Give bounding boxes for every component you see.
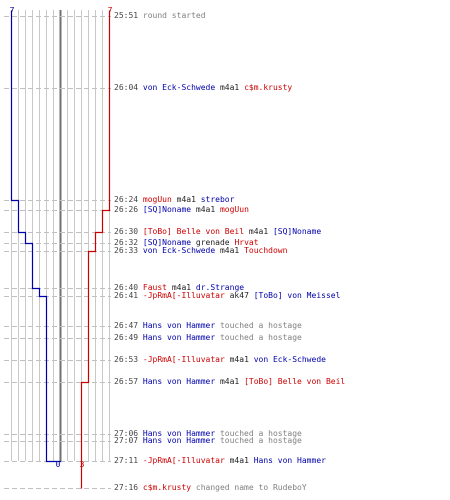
event-message: touched a hostage [215, 321, 302, 330]
event-message: touched a hostage [215, 436, 302, 445]
event-action: m4a1 [224, 456, 254, 465]
player-name: -JpRmA[-Illuvatar [142, 355, 225, 364]
red-final-score: 3 [80, 460, 85, 469]
red-score-line [80, 10, 111, 489]
red-start-score: 7 [108, 6, 113, 15]
event-time: 26:41 [114, 291, 143, 300]
event-action: m4a1 [215, 246, 245, 255]
event-row: 26:53 -JpRmA[-Illuvatar m4a1 von Eck-Sch… [114, 355, 326, 364]
player-name: [SQ]Noname [142, 205, 192, 214]
event-message: touched a hostage [215, 333, 302, 342]
event-action: grenade [191, 238, 235, 247]
player-name: c$m.krusty [142, 483, 192, 492]
event-row: 26:49 Hans von Hammer touched a hostage [114, 333, 302, 342]
blue-score-line [10, 10, 62, 463]
event-action: m4a1 [244, 227, 273, 236]
player-name: Hans von Hammer [142, 321, 216, 330]
event-time: 27:07 [114, 436, 143, 445]
event-action: m4a1 [171, 195, 201, 204]
blue-start-score: 7 [10, 6, 15, 15]
event-row: 26:33 von Eck-Schwede m4a1 Touchdown [114, 246, 287, 255]
player-name: Hans von Hammer [253, 456, 326, 465]
event-time: 26:57 [114, 377, 143, 386]
player-name: von Eck-Schwede [142, 246, 216, 255]
event-time: 27:16 [114, 483, 143, 492]
event-message: touched a hostage [215, 429, 302, 438]
event-row: 26:04 von Eck-Schwede m4a1 c$m.krusty [114, 83, 292, 92]
event-row: 26:26 [SQ]Noname m4a1 mogUun [114, 205, 249, 214]
event-time: 26:32 [114, 238, 143, 247]
event-message: round started [142, 11, 206, 20]
event-time: 26:24 [114, 195, 143, 204]
event-time: 27:06 [114, 429, 143, 438]
event-row: 27:16 c$m.krusty changed name to RudeboY [114, 483, 307, 492]
event-action: m4a1 [215, 377, 245, 386]
player-name: [SQ]Noname [142, 238, 192, 247]
event-time: 26:53 [114, 355, 143, 364]
player-name: Hrvat [234, 238, 259, 247]
player-name: Hans von Hammer [142, 429, 216, 438]
event-row: 26:47 Hans von Hammer touched a hostage [114, 321, 302, 330]
player-name: von Eck-Schwede [253, 355, 326, 364]
player-name: c$m.krusty [244, 83, 293, 92]
event-row: 26:30 [ToBo] Belle von Beil m4a1 [SQ]Non… [114, 227, 321, 236]
player-name: [ToBo] Belle von Beil [142, 227, 245, 236]
event-time: 26:04 [114, 83, 143, 92]
event-row: 27:06 Hans von Hammer touched a hostage [114, 429, 302, 438]
event-row: 26:41 -JpRmA[-Illuvatar ak47 [ToBo] von … [114, 291, 340, 300]
event-action: m4a1 [224, 355, 254, 364]
player-name: [ToBo] Belle von Beil [244, 377, 346, 386]
event-time: 27:11 [114, 456, 143, 465]
player-name: mogUun [142, 195, 172, 204]
player-name: -JpRmA[-Illuvatar [142, 291, 225, 300]
event-row: 25:51 round started [114, 11, 206, 20]
event-action: m4a1 [167, 283, 196, 292]
event-time: 26:49 [114, 333, 143, 342]
event-time: 26:30 [114, 227, 143, 236]
player-name: mogUun [219, 205, 249, 214]
event-action: m4a1 [215, 83, 245, 92]
event-time: 26:26 [114, 205, 143, 214]
event-time: 26:40 [114, 283, 143, 292]
event-message: changed name to RudeboY [191, 483, 307, 492]
blue-final-score: 0 [56, 460, 61, 469]
player-name: [ToBo] von Meissel [253, 291, 341, 300]
event-action: ak47 [224, 291, 254, 300]
player-name: -JpRmA[-Illuvatar [142, 456, 225, 465]
player-name: strebor [200, 195, 235, 204]
event-row: 27:11 -JpRmA[-Illuvatar m4a1 Hans von Ha… [114, 456, 326, 465]
event-row: 26:57 Hans von Hammer m4a1 [ToBo] Belle … [114, 377, 345, 386]
player-name: Faust [142, 283, 167, 292]
event-row: 26:24 mogUun m4a1 strebor [114, 195, 234, 204]
event-time: 25:51 [114, 11, 143, 20]
event-row: 27:07 Hans von Hammer touched a hostage [114, 436, 302, 445]
event-row: 26:32 [SQ]Noname grenade Hrvat [114, 238, 259, 247]
event-time: 26:33 [114, 246, 143, 255]
player-name: Touchdown [244, 246, 288, 255]
player-name: Hans von Hammer [142, 436, 216, 445]
player-name: [SQ]Noname [272, 227, 322, 236]
player-name: Hans von Hammer [142, 377, 216, 386]
event-action: m4a1 [191, 205, 220, 214]
event-time: 26:47 [114, 321, 143, 330]
player-name: Hans von Hammer [142, 333, 216, 342]
player-name: dr.Strange [195, 283, 245, 292]
player-name: von Eck-Schwede [142, 83, 216, 92]
event-row: 26:40 Faust m4a1 dr.Strange [114, 283, 244, 292]
